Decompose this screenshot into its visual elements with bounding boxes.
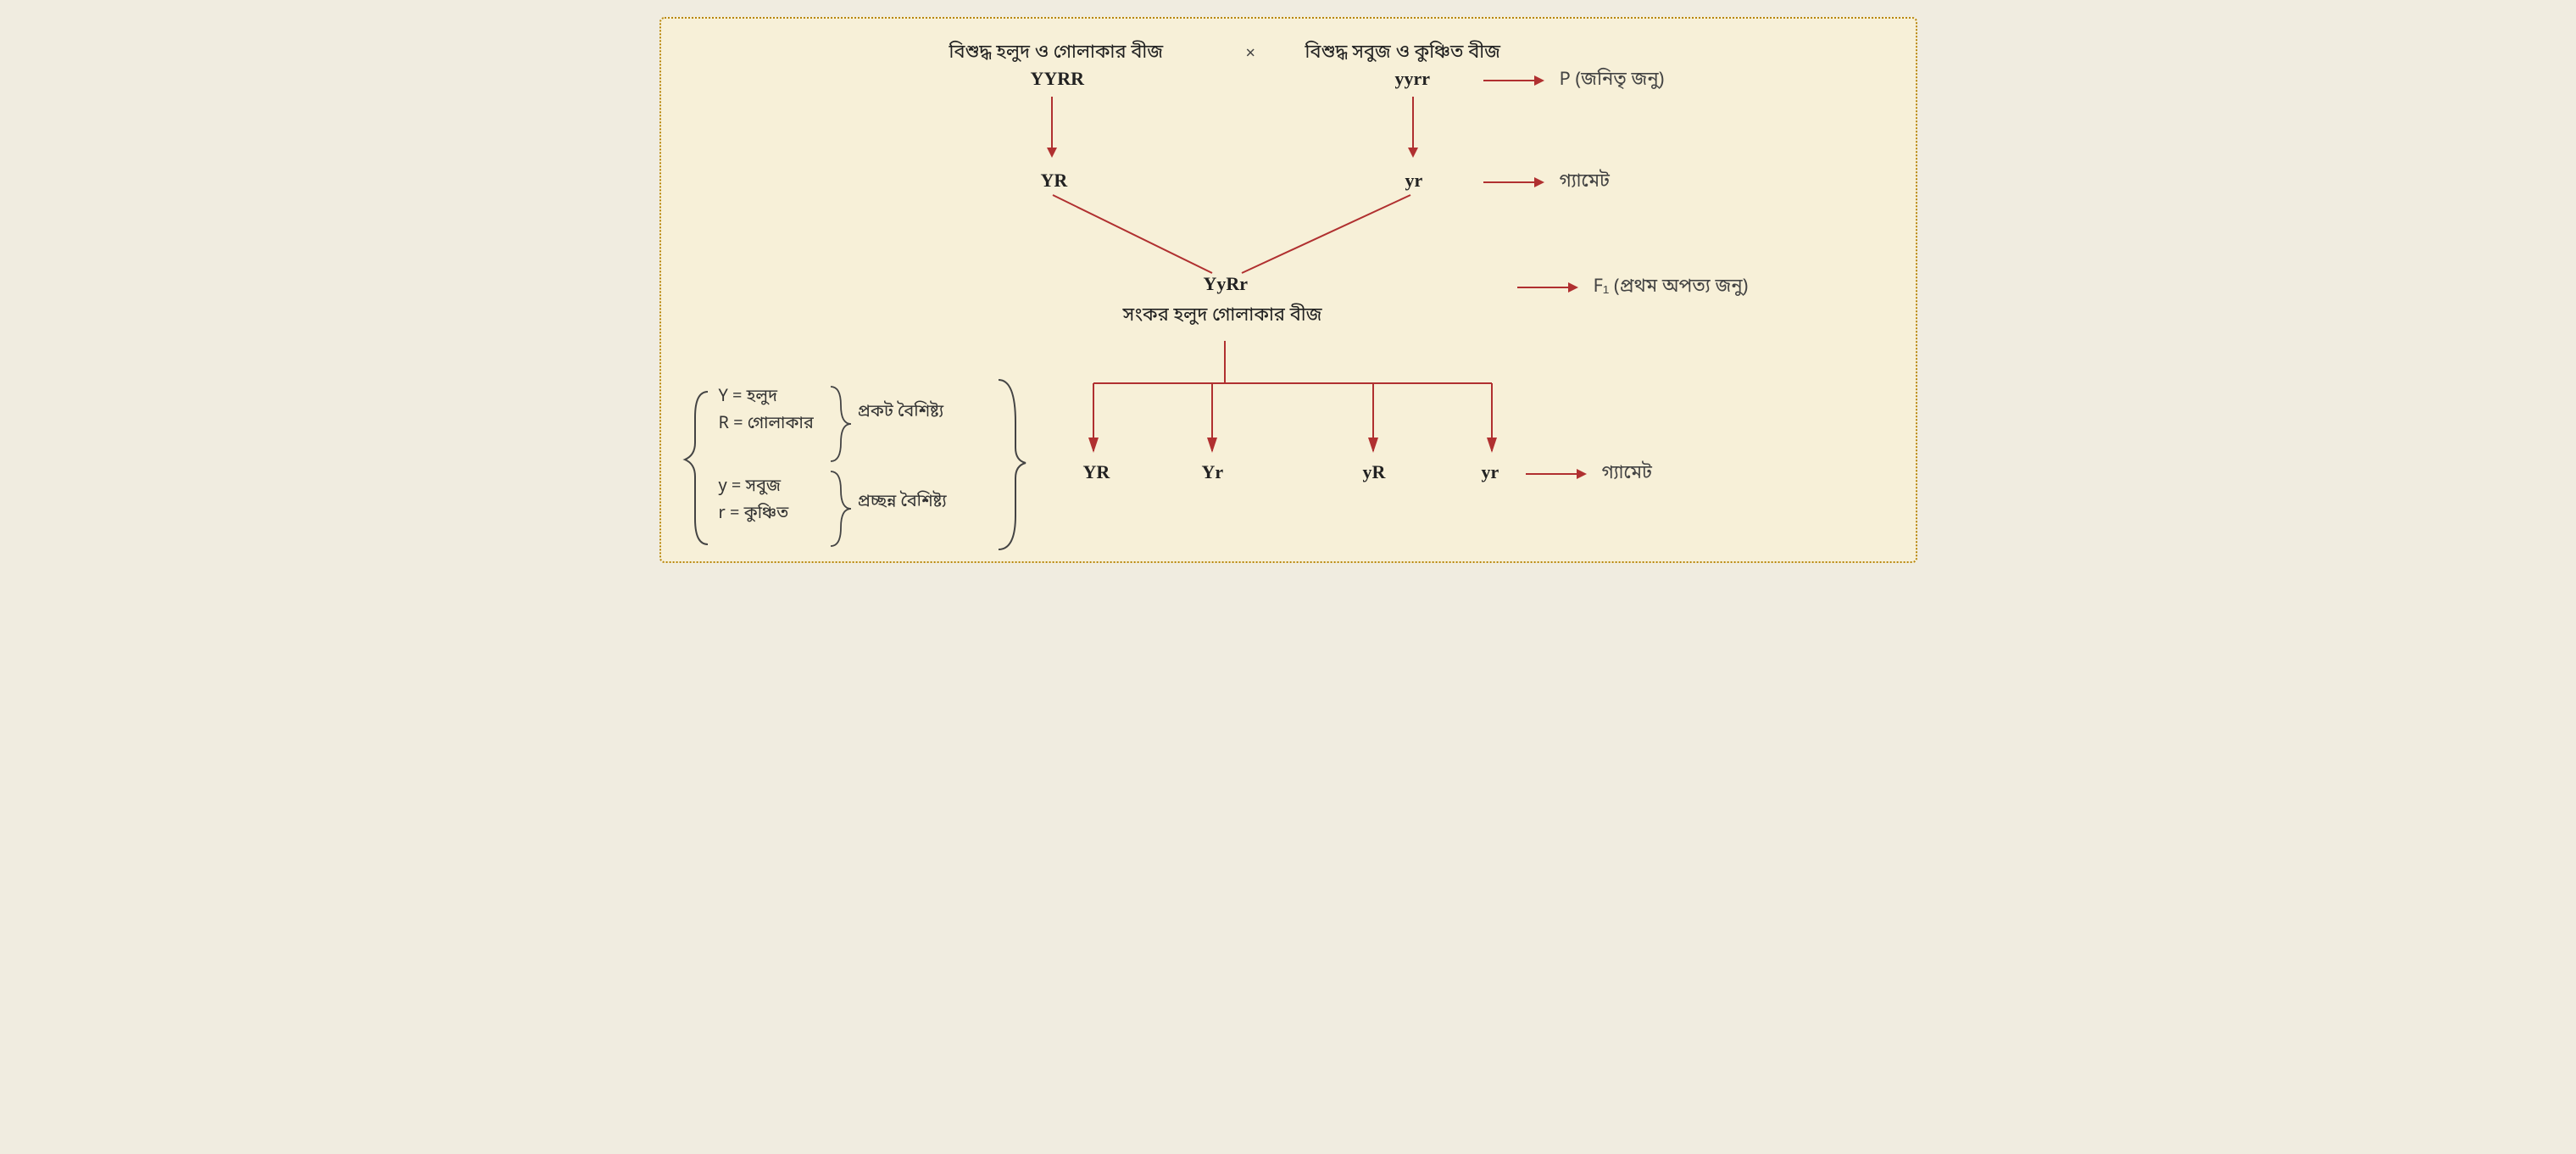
parent2-genotype: yyrr: [1395, 68, 1431, 90]
f1-gamete-1: YR: [1083, 461, 1110, 483]
arrow-to-p-label: [1483, 80, 1543, 81]
arrow-to-f1-label: [1517, 287, 1577, 288]
parent1-description: বিশুদ্ধ হলুদ ও গোলাকার বীজ: [949, 41, 1164, 65]
legend-y: y = সবুজ: [719, 477, 782, 499]
legend-r: r = কুঞ্চিত: [719, 504, 789, 526]
arrow-p2-to-gamete: [1412, 97, 1414, 156]
parent1-genotype: YYRR: [1031, 68, 1085, 90]
cross-symbol: ×: [1246, 44, 1255, 66]
f1-gamete-2: Yr: [1202, 461, 1224, 483]
gamete-p2: yr: [1405, 170, 1423, 192]
legend-Y: Y = হলুদ: [719, 387, 778, 409]
gamete-label-1: গ্যামেট: [1560, 170, 1610, 194]
p-generation-label: P (জনিতৃ জনু): [1560, 68, 1665, 92]
gamete-label-2: গ্যামেট: [1602, 461, 1652, 486]
f1-gamete-4: yr: [1482, 461, 1499, 483]
f1-description: সংকর হলুদ গোলাকার বীজ: [1123, 304, 1322, 328]
legend-recessive: প্রচ্ছন্ন বৈশিষ্ট্য: [858, 492, 947, 514]
dihybrid-cross-diagram: বিশুদ্ধ হলুদ ও গোলাকার বীজ × বিশুদ্ধ সবু…: [659, 17, 1917, 563]
gamete-p1: YR: [1041, 170, 1068, 192]
f1-gamete-3: yR: [1363, 461, 1386, 483]
legend-R: R = গোলাকার: [719, 414, 814, 436]
arrow-to-gamete-label-2: [1526, 473, 1585, 475]
parent2-description: বিশুদ্ধ সবুজ ও কুঞ্চিত বীজ: [1305, 41, 1501, 65]
arrow-to-gamete-label-1: [1483, 181, 1543, 183]
arrow-p1-to-gamete: [1051, 97, 1053, 156]
f1-generation-label: F₁ (প্রথম অপত্য জনু): [1594, 275, 1749, 299]
f1-genotype: YyRr: [1204, 273, 1249, 295]
legend-dominant: প্রকট বৈশিষ্ট্য: [858, 402, 944, 424]
